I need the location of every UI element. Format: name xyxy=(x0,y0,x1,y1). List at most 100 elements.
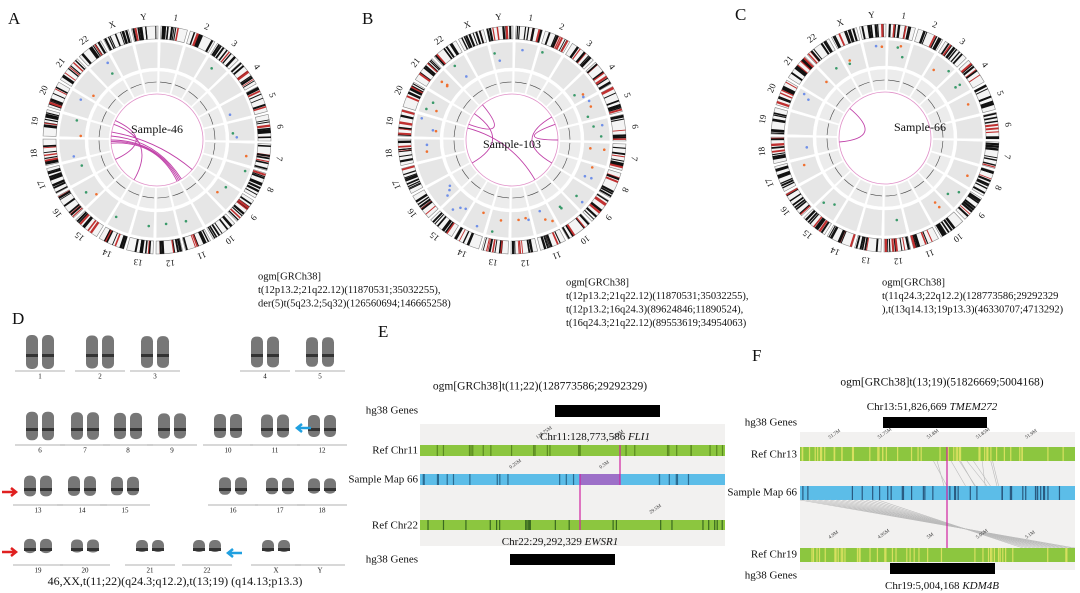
chromosome xyxy=(308,415,320,437)
sv-dot xyxy=(84,191,88,194)
chromosome-label: 9 xyxy=(248,213,259,223)
band xyxy=(482,237,487,251)
track xyxy=(71,175,105,208)
cnv-line xyxy=(554,100,563,111)
band xyxy=(69,66,80,76)
chromosome-band xyxy=(193,548,205,551)
ideogram xyxy=(888,23,916,42)
band xyxy=(81,53,92,65)
chromosome xyxy=(230,413,242,439)
band xyxy=(981,102,995,109)
notation: der(5)t(5q23.2;5q32)(126560694;146665258… xyxy=(258,298,451,309)
cnv-line xyxy=(828,153,834,165)
label-site xyxy=(869,447,871,461)
band xyxy=(978,96,992,103)
band xyxy=(174,27,179,41)
link-ring xyxy=(110,93,204,187)
track xyxy=(818,102,844,125)
track xyxy=(62,89,96,120)
label-site xyxy=(841,447,843,461)
label-site xyxy=(953,447,955,461)
band xyxy=(894,238,898,252)
band xyxy=(125,29,131,44)
band xyxy=(461,37,469,50)
label-site xyxy=(668,474,670,485)
band xyxy=(555,37,564,50)
sv-dot xyxy=(932,68,935,72)
label-site xyxy=(840,548,842,562)
sv-dot xyxy=(946,192,950,196)
band xyxy=(237,199,250,209)
track xyxy=(553,153,579,176)
band xyxy=(795,65,808,76)
band xyxy=(535,29,541,43)
track xyxy=(862,39,887,69)
band xyxy=(161,26,165,40)
band xyxy=(959,205,971,215)
band xyxy=(434,54,445,66)
band xyxy=(902,237,906,251)
panel-letter: F xyxy=(752,346,761,365)
band xyxy=(211,224,220,236)
chromosome xyxy=(87,412,99,440)
label-site xyxy=(879,486,881,500)
track xyxy=(202,141,227,159)
band xyxy=(771,130,785,133)
band xyxy=(71,206,82,216)
band xyxy=(246,184,260,193)
sv-dot xyxy=(425,107,428,111)
gene-bar xyxy=(883,417,987,428)
sv-dot xyxy=(92,94,95,98)
track-label: Sample Map 66 xyxy=(348,474,418,486)
link-arc xyxy=(467,127,536,181)
label-site xyxy=(510,445,513,456)
band xyxy=(946,47,956,59)
label-site xyxy=(559,474,561,485)
band xyxy=(976,180,989,187)
label-site xyxy=(437,474,439,485)
band xyxy=(50,98,64,105)
cnv-line xyxy=(199,100,208,111)
label-site xyxy=(802,486,804,500)
label-site xyxy=(676,474,679,485)
gene-label: Chr11:128,773,586 FLI1 xyxy=(540,431,650,443)
band xyxy=(975,88,988,95)
band xyxy=(104,229,113,243)
track xyxy=(838,42,868,75)
band xyxy=(786,188,799,197)
band xyxy=(800,59,812,70)
band xyxy=(475,31,482,45)
chromosome-band xyxy=(130,428,142,431)
label-site xyxy=(932,486,934,500)
track xyxy=(141,70,158,94)
track xyxy=(58,138,88,163)
band xyxy=(74,59,86,70)
band xyxy=(607,173,620,179)
sv-dot xyxy=(551,219,554,223)
sv-dot xyxy=(106,61,109,65)
band xyxy=(945,217,956,230)
cnv-line xyxy=(553,171,561,181)
sv-dot xyxy=(464,207,467,211)
band xyxy=(61,75,74,85)
track xyxy=(922,54,956,88)
band xyxy=(222,52,232,64)
chromosome-label: 18 xyxy=(383,148,394,159)
sv-dot xyxy=(453,64,457,68)
chromosome-label: 14 xyxy=(100,247,113,260)
track xyxy=(908,172,933,199)
chromosome-band xyxy=(235,488,247,491)
band xyxy=(782,86,796,94)
chromosome-label: 8 xyxy=(993,184,1004,193)
chromosome-label: 4 xyxy=(252,62,263,72)
band xyxy=(596,77,609,86)
band xyxy=(980,167,994,174)
label-site xyxy=(910,447,913,461)
band xyxy=(778,97,791,104)
axis-tick-label: 4.9M xyxy=(828,530,840,541)
cnv-line xyxy=(567,143,571,155)
chromosome-label: 7 xyxy=(274,156,285,162)
panel-letter: C xyxy=(735,5,746,24)
chromosome-label: 12 xyxy=(165,258,175,269)
